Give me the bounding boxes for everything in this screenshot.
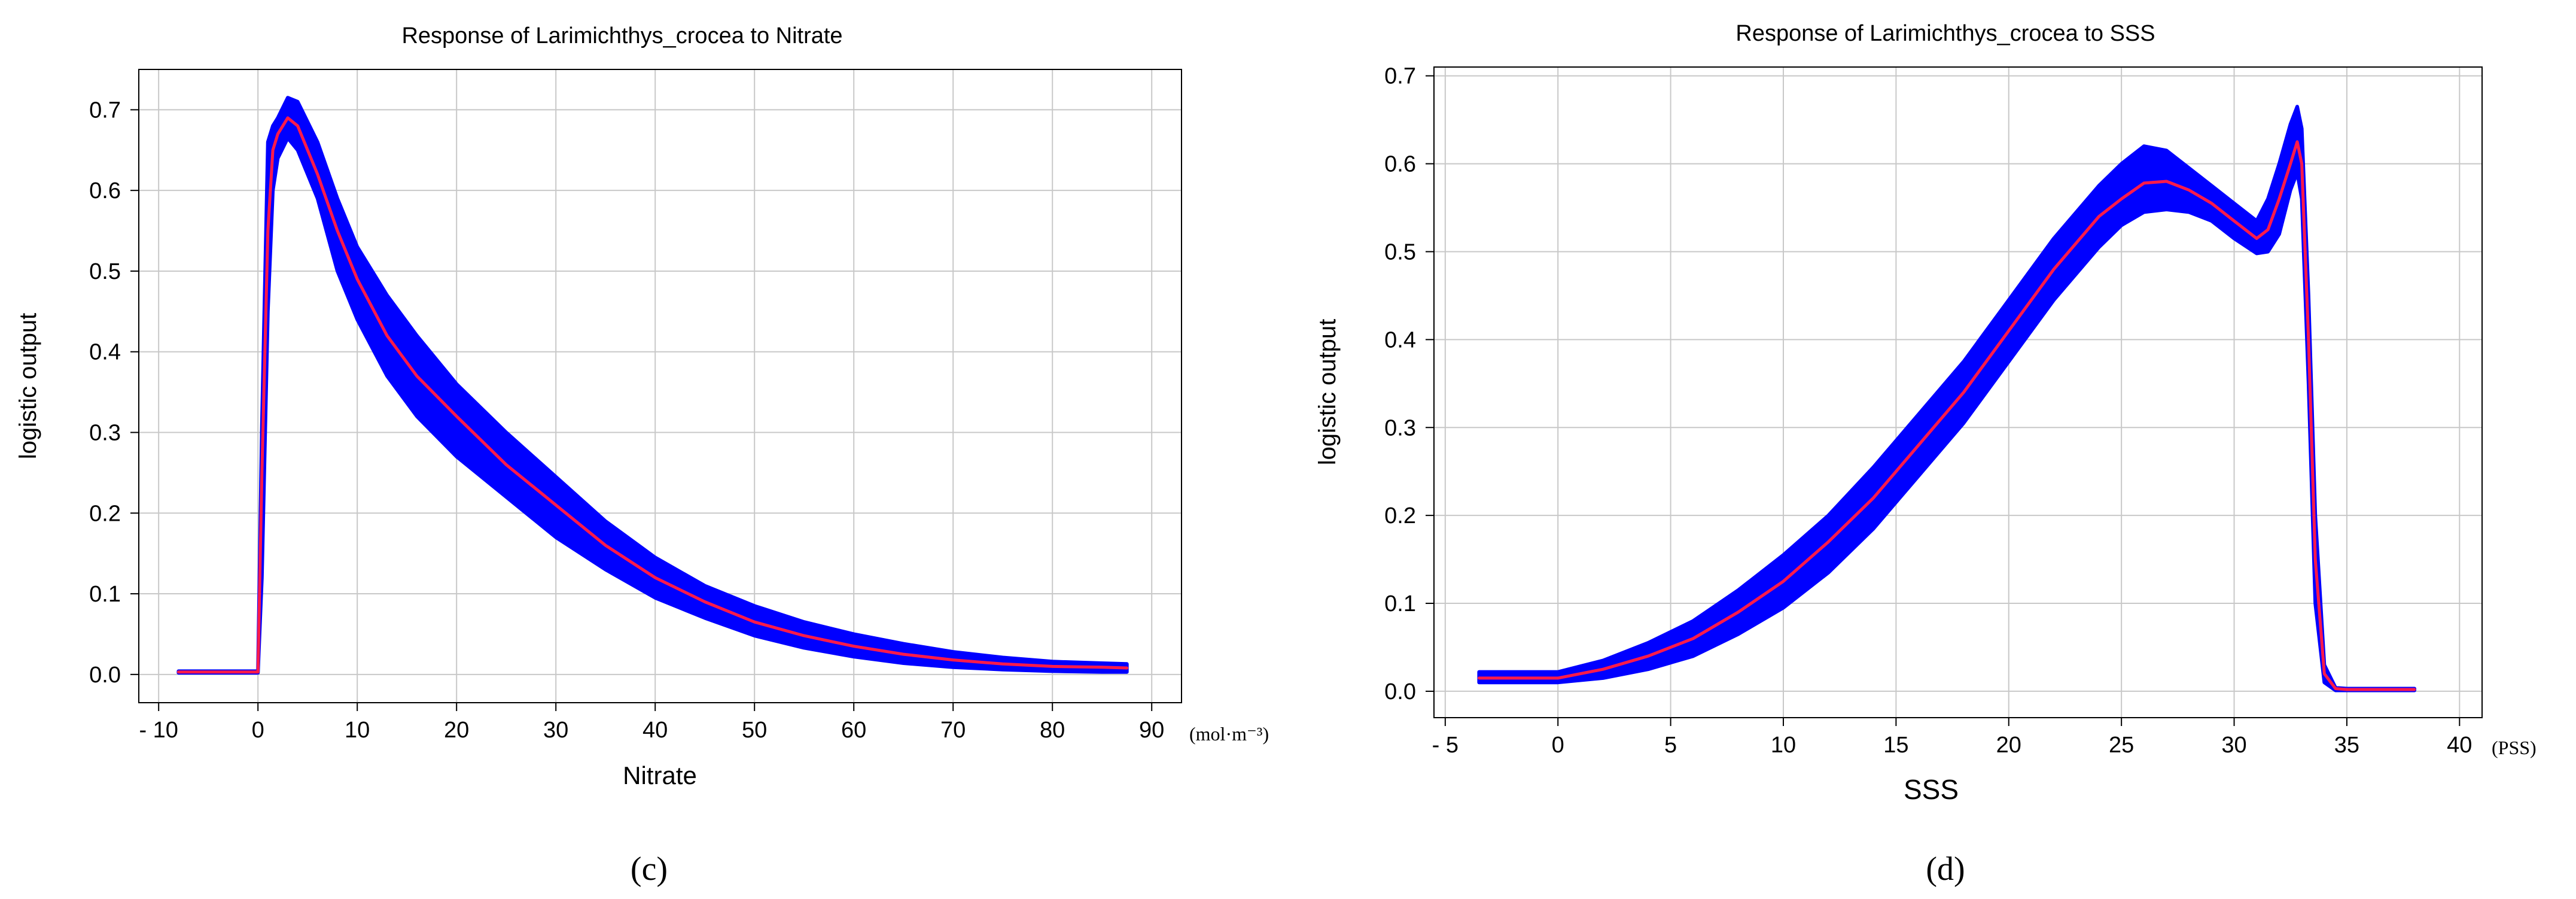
y-tick-label: 0.2 xyxy=(89,501,121,526)
x-tick-label: 30 xyxy=(543,718,568,743)
y-tick-label: 0.4 xyxy=(89,340,121,365)
chart-title: Response of Larimichthys_crocea to SSS xyxy=(1735,21,2155,46)
nitrate-chart: Response of Larimichthys_crocea to Nitra… xyxy=(15,23,1269,888)
x-tick-label: 20 xyxy=(444,718,469,743)
x-tick-label: 40 xyxy=(643,718,668,743)
y-tick-label: 0.3 xyxy=(1384,415,1416,441)
mean-line xyxy=(176,116,1129,674)
x-tick-label: 15 xyxy=(1883,733,1908,758)
chart-title: Response of Larimichthys_crocea to Nitra… xyxy=(401,23,842,48)
x-tick-label: 25 xyxy=(2109,733,2134,758)
x-tick-label: 90 xyxy=(1139,718,1164,743)
x-axis-label: SSS xyxy=(1904,774,1959,805)
panel-label: (c) xyxy=(631,851,668,888)
y-tick-label: 0.1 xyxy=(89,582,121,607)
y-tick-label: 0.6 xyxy=(89,178,121,204)
x-tick-label: 50 xyxy=(742,718,767,743)
y-tick-label: 0.5 xyxy=(1384,239,1416,265)
x-tick-label: 70 xyxy=(940,718,966,743)
x-tick-label: 40 xyxy=(2447,733,2472,758)
y-tick-label: 0.0 xyxy=(1384,679,1416,704)
y-tick-label: 0.7 xyxy=(89,98,121,123)
x-tick-label: - 5 xyxy=(1432,733,1458,758)
y-tick-label: 0.2 xyxy=(1384,503,1416,529)
x-tick-label: 0 xyxy=(1552,733,1564,758)
y-tick-label: 0.5 xyxy=(89,259,121,284)
y-axis-label: logistic output xyxy=(15,313,41,460)
panel-label: (d) xyxy=(1926,851,1965,888)
sss-chart: Response of Larimichthys_crocea to SSS -… xyxy=(1314,21,2537,888)
y-tick-label: 0.6 xyxy=(1384,152,1416,177)
plot-area xyxy=(139,69,1182,703)
x-axis-unit: (mol·m⁻³) xyxy=(1189,723,1269,745)
x-axis-ticks: - 5 0 5 10 15 20 25 30 35 40 xyxy=(1432,718,2472,758)
x-axis-label: Nitrate xyxy=(623,761,697,789)
mean-line xyxy=(1477,140,2416,691)
x-tick-label: - 10 xyxy=(139,718,178,743)
mean-response-curve xyxy=(1477,140,2416,691)
y-tick-label: 0.4 xyxy=(1384,327,1416,353)
y-tick-label: 0.0 xyxy=(89,663,121,688)
x-tick-label: 35 xyxy=(2334,733,2359,758)
plot-frame xyxy=(1433,66,2483,718)
x-tick-label: 60 xyxy=(841,718,866,743)
x-tick-label: 0 xyxy=(252,718,264,743)
x-tick-label: 30 xyxy=(2221,733,2246,758)
y-tick-label: 0.7 xyxy=(1384,64,1416,89)
mean-response-curve xyxy=(176,116,1129,674)
x-axis-ticks: - 10 0 10 20 30 40 50 60 70 80 90 xyxy=(139,703,1164,743)
y-axis-ticks: 0.0 0.1 0.2 0.3 0.4 0.5 0.6 0.7 xyxy=(89,98,139,688)
x-tick-label: 10 xyxy=(1771,733,1796,758)
x-tick-label: 20 xyxy=(1996,733,2021,758)
x-axis-unit: (PSS) xyxy=(2492,737,2537,758)
x-tick-label: 80 xyxy=(1040,718,1065,743)
y-tick-label: 0.3 xyxy=(89,420,121,445)
y-axis-ticks: 0.0 0.1 0.2 0.3 0.4 0.5 0.6 0.7 xyxy=(1384,64,1434,704)
x-tick-label: 10 xyxy=(345,718,370,743)
plot-frame xyxy=(138,69,1182,703)
y-tick-label: 0.1 xyxy=(1384,591,1416,616)
y-axis-label: logistic output xyxy=(1314,319,1341,466)
x-tick-label: 5 xyxy=(1664,733,1677,758)
